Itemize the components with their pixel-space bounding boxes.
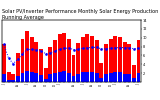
Bar bbox=[113, 36, 117, 82]
Bar bbox=[30, 72, 34, 82]
Bar bbox=[20, 73, 24, 82]
Bar bbox=[7, 80, 11, 82]
Bar bbox=[7, 72, 11, 82]
Bar bbox=[90, 36, 94, 82]
Bar bbox=[99, 78, 103, 82]
Bar bbox=[58, 34, 62, 82]
Bar bbox=[53, 73, 57, 82]
Bar bbox=[113, 72, 117, 82]
Bar bbox=[95, 73, 99, 82]
Bar bbox=[2, 44, 6, 82]
Bar bbox=[58, 72, 62, 82]
Bar bbox=[99, 63, 103, 82]
Bar bbox=[127, 74, 131, 82]
Bar bbox=[85, 72, 89, 82]
Bar bbox=[62, 71, 66, 82]
Bar bbox=[118, 72, 122, 82]
Bar bbox=[132, 65, 136, 82]
Bar bbox=[67, 39, 71, 82]
Bar bbox=[76, 43, 80, 82]
Bar bbox=[123, 42, 127, 82]
Bar bbox=[20, 39, 24, 82]
Bar bbox=[30, 37, 34, 82]
Bar bbox=[136, 73, 140, 82]
Bar bbox=[39, 49, 43, 82]
Bar bbox=[81, 72, 85, 82]
Bar bbox=[81, 37, 85, 82]
Bar bbox=[136, 40, 140, 82]
Bar bbox=[109, 39, 113, 82]
Bar bbox=[16, 53, 20, 82]
Bar bbox=[25, 71, 29, 82]
Bar bbox=[76, 74, 80, 82]
Bar bbox=[11, 80, 15, 82]
Bar bbox=[48, 48, 52, 82]
Bar bbox=[95, 40, 99, 82]
Bar bbox=[72, 55, 76, 82]
Bar bbox=[34, 42, 38, 82]
Bar bbox=[44, 68, 48, 82]
Bar bbox=[67, 73, 71, 82]
Bar bbox=[104, 44, 108, 82]
Bar bbox=[53, 40, 57, 82]
Bar bbox=[39, 75, 43, 82]
Bar bbox=[104, 74, 108, 82]
Bar bbox=[127, 44, 131, 82]
Bar bbox=[72, 76, 76, 82]
Bar bbox=[90, 72, 94, 82]
Bar bbox=[16, 76, 20, 82]
Bar bbox=[118, 37, 122, 82]
Bar bbox=[85, 34, 89, 82]
Bar bbox=[11, 74, 15, 82]
Bar bbox=[25, 31, 29, 82]
Bar bbox=[2, 74, 6, 82]
Bar bbox=[34, 73, 38, 82]
Text: Solar PV/Inverter Performance Monthly Solar Energy Production Running Average: Solar PV/Inverter Performance Monthly So… bbox=[2, 9, 158, 20]
Bar bbox=[123, 74, 127, 82]
Bar bbox=[44, 79, 48, 82]
Bar bbox=[109, 73, 113, 82]
Bar bbox=[48, 74, 52, 82]
Bar bbox=[62, 33, 66, 82]
Bar bbox=[132, 78, 136, 82]
